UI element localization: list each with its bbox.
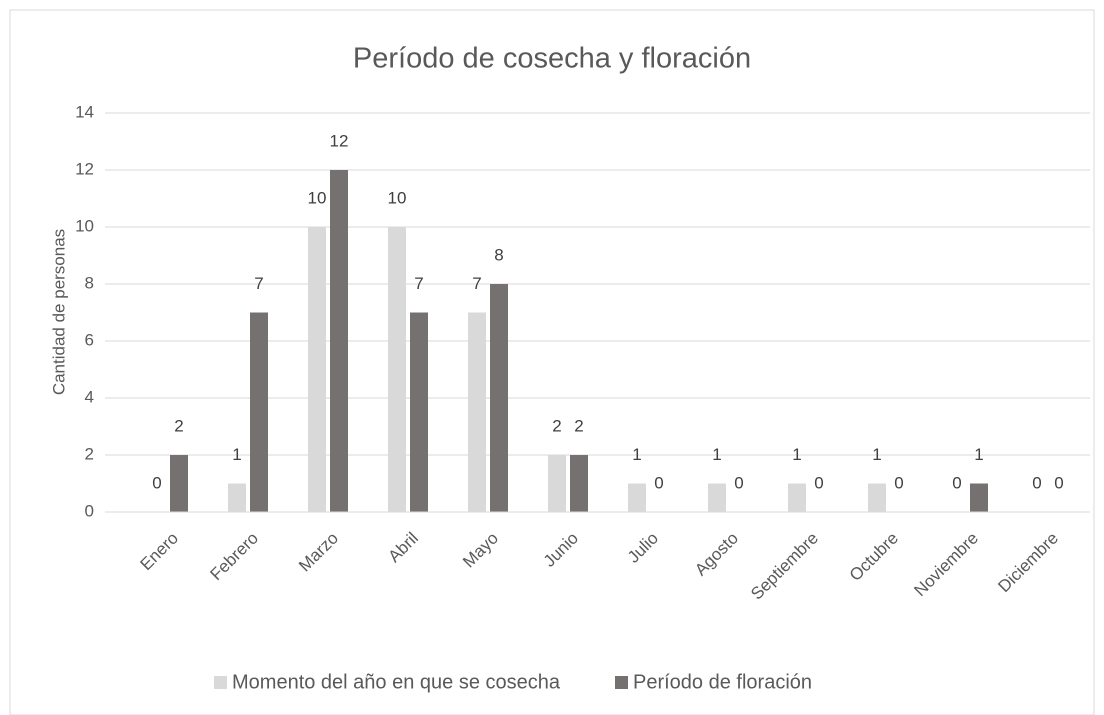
value-label: 0 [734, 473, 743, 492]
bar [308, 227, 326, 512]
bar [170, 455, 188, 512]
bar [868, 483, 886, 512]
value-label: 2 [574, 416, 583, 435]
value-label: 7 [254, 274, 263, 293]
value-label: 0 [1054, 473, 1063, 492]
legend-label: Período de floración [633, 671, 812, 693]
value-label: 1 [232, 445, 241, 464]
bar [970, 483, 988, 512]
bar [548, 455, 566, 512]
bar [250, 312, 268, 512]
value-label: 2 [174, 416, 183, 435]
value-label: 1 [974, 445, 983, 464]
value-label: 0 [654, 473, 663, 492]
y-tick-label: 8 [85, 273, 94, 292]
value-label: 7 [414, 274, 423, 293]
value-label: 0 [1032, 473, 1041, 492]
value-label: 1 [712, 445, 721, 464]
value-label: 0 [152, 473, 161, 492]
value-label: 1 [872, 445, 881, 464]
bar [410, 312, 428, 512]
value-label: 2 [552, 416, 561, 435]
value-label: 0 [952, 473, 961, 492]
legend-swatch [615, 676, 628, 689]
bar [788, 483, 806, 512]
bar [708, 483, 726, 512]
value-label: 10 [308, 188, 327, 207]
value-label: 0 [894, 473, 903, 492]
bar [490, 284, 508, 512]
chart-title: Período de cosecha y floración [353, 43, 751, 75]
value-label: 1 [792, 445, 801, 464]
y-tick-label: 10 [75, 216, 94, 235]
value-label: 12 [330, 131, 349, 150]
chart-border [9, 9, 1095, 715]
legend-swatch [214, 676, 227, 689]
y-tick-label: 12 [75, 159, 94, 178]
bar [468, 312, 486, 512]
y-tick-label: 2 [85, 444, 94, 463]
y-tick-label: 14 [75, 102, 94, 121]
y-tick-label: 0 [85, 501, 94, 520]
bar [330, 170, 348, 512]
bar [570, 455, 588, 512]
y-tick-label: 6 [85, 330, 94, 349]
value-label: 0 [814, 473, 823, 492]
y-tick-label: 4 [85, 387, 94, 406]
bar [388, 227, 406, 512]
value-label: 10 [388, 188, 407, 207]
y-axis-label: Cantidad de personas [49, 229, 68, 395]
value-label: 7 [472, 274, 481, 293]
value-label: 8 [494, 245, 503, 264]
bar [628, 483, 646, 512]
bar [228, 483, 246, 512]
legend-label: Momento del año en que se cosecha [232, 671, 561, 693]
value-label: 1 [632, 445, 641, 464]
